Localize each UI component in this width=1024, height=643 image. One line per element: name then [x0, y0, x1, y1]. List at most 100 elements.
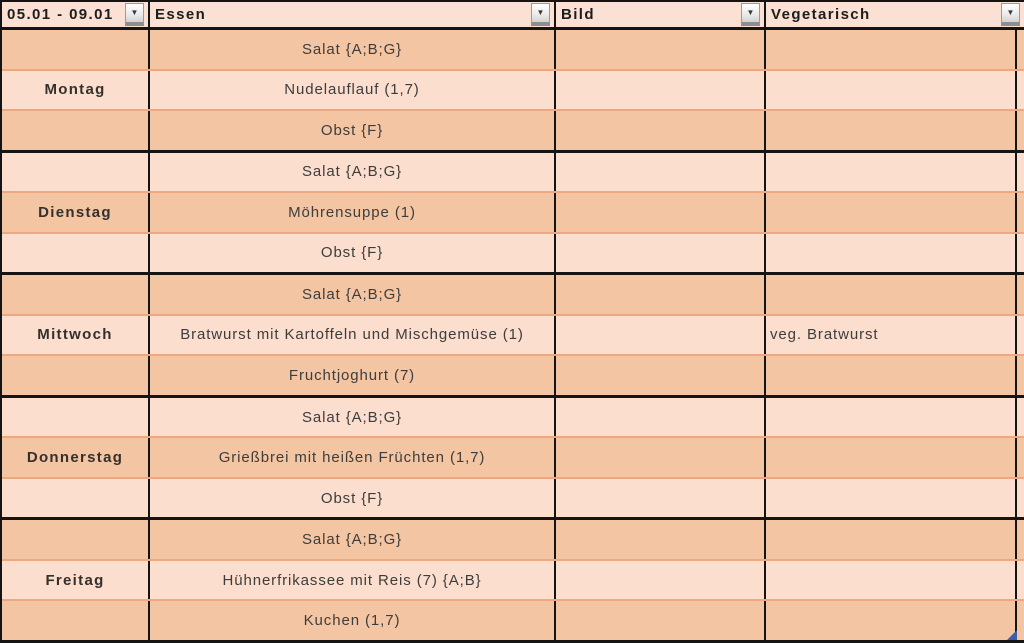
- week-range-label: 05.01 - 09.01: [7, 6, 114, 23]
- filter-icon: ▼: [130, 8, 139, 17]
- vegetarisch-cell[interactable]: [766, 601, 1017, 640]
- bild-cell[interactable]: [556, 315, 766, 355]
- database-range-handle[interactable]: [1007, 630, 1017, 640]
- day-cell[interactable]: [2, 356, 150, 395]
- filter-dropdown-essen[interactable]: ▼: [531, 3, 550, 26]
- filter-dropdown-vegetarisch[interactable]: ▼: [1001, 3, 1020, 26]
- bild-column-label: Bild: [561, 6, 595, 23]
- bild-cell[interactable]: [556, 397, 766, 437]
- meal-label: Grießbrei mit heißen Früchten (1,7): [218, 449, 486, 467]
- vegetarisch-cell[interactable]: [766, 438, 1017, 477]
- day-cell[interactable]: [2, 397, 150, 437]
- grid-filler: [1017, 70, 1024, 110]
- bild-cell[interactable]: [556, 111, 766, 150]
- grid-filler: [1017, 438, 1024, 477]
- table-row: Obst {F}: [2, 231, 1024, 273]
- bild-cell[interactable]: [556, 193, 766, 232]
- meal-cell[interactable]: Salat {A;B;G}: [150, 397, 556, 437]
- header-cell-essen[interactable]: Essen ▼: [150, 2, 556, 27]
- bild-cell[interactable]: [556, 601, 766, 640]
- bild-cell[interactable]: [556, 70, 766, 110]
- bild-cell[interactable]: [556, 438, 766, 477]
- table-row: Fruchtjoghurt (7): [2, 354, 1024, 395]
- day-cell[interactable]: [2, 30, 150, 69]
- header-cell-vegetarisch[interactable]: Vegetarisch ▼: [766, 2, 1024, 27]
- vegetarisch-cell[interactable]: [766, 152, 1017, 192]
- meal-cell[interactable]: Möhrensuppe (1): [150, 193, 556, 232]
- day-cell[interactable]: Dienstag: [2, 193, 150, 232]
- bild-cell[interactable]: [556, 520, 766, 559]
- header-cell-week[interactable]: 05.01 - 09.01 ▼: [2, 2, 150, 27]
- vegetarisch-cell[interactable]: [766, 520, 1017, 559]
- grid-filler: [1017, 397, 1024, 437]
- bild-cell[interactable]: [556, 356, 766, 395]
- day-label: Mittwoch: [37, 326, 113, 344]
- day-cell[interactable]: Freitag: [2, 560, 150, 600]
- grid-filler: [1017, 601, 1024, 640]
- bild-cell[interactable]: [556, 152, 766, 192]
- grid-filler: [1017, 111, 1024, 150]
- bild-cell[interactable]: [556, 233, 766, 273]
- vegetarisch-cell[interactable]: [766, 233, 1017, 273]
- meal-cell[interactable]: Obst {F}: [150, 111, 556, 150]
- bild-cell[interactable]: [556, 275, 766, 314]
- meal-cell[interactable]: Salat {A;B;G}: [150, 30, 556, 69]
- table-row: Salat {A;B;G}: [2, 152, 1024, 192]
- vegetarisch-cell[interactable]: [766, 111, 1017, 150]
- grid-filler: [1017, 152, 1024, 192]
- vegetarisch-cell[interactable]: [766, 30, 1017, 69]
- day-cell[interactable]: [2, 275, 150, 314]
- meal-cell[interactable]: Bratwurst mit Kartoffeln und Mischgemüse…: [150, 315, 556, 355]
- vegetarisch-label: veg. Bratwurst: [770, 326, 879, 344]
- meal-label: Salat {A;B;G}: [301, 285, 403, 303]
- bild-cell[interactable]: [556, 30, 766, 69]
- meal-cell[interactable]: Salat {A;B;G}: [150, 152, 556, 192]
- vegetarisch-cell[interactable]: [766, 193, 1017, 232]
- meal-cell[interactable]: Nudelauflauf (1,7): [150, 70, 556, 110]
- vegetarisch-cell[interactable]: [766, 397, 1017, 437]
- meal-cell[interactable]: Grießbrei mit heißen Früchten (1,7): [150, 438, 556, 477]
- bild-cell[interactable]: [556, 560, 766, 600]
- meal-cell[interactable]: Obst {F}: [150, 233, 556, 273]
- meal-cell[interactable]: Fruchtjoghurt (7): [150, 356, 556, 395]
- day-cell[interactable]: Donnerstag: [2, 438, 150, 477]
- table-row: Donnerstag Grießbrei mit heißen Früchten…: [2, 436, 1024, 477]
- table-row: Obst {F}: [2, 109, 1024, 150]
- meal-cell[interactable]: Hühnerfrikassee mit Reis (7) {A;B}: [150, 560, 556, 600]
- day-cell[interactable]: [2, 152, 150, 192]
- grid-filler: [1017, 30, 1024, 69]
- day-cell[interactable]: [2, 478, 150, 518]
- vegetarisch-cell[interactable]: [766, 478, 1017, 518]
- vegetarisch-cell[interactable]: [766, 275, 1017, 314]
- meal-cell[interactable]: Salat {A;B;G}: [150, 520, 556, 559]
- meal-label: Salat {A;B;G}: [301, 40, 403, 58]
- day-label: Freitag: [45, 571, 105, 589]
- day-cell[interactable]: [2, 111, 150, 150]
- meal-label: Obst {F}: [320, 489, 384, 507]
- day-label: Montag: [44, 81, 106, 99]
- table-row: Freitag Hühnerfrikassee mit Reis (7) {A;…: [2, 558, 1024, 600]
- bild-cell[interactable]: [556, 478, 766, 518]
- vegetarisch-cell[interactable]: [766, 560, 1017, 600]
- day-cell[interactable]: [2, 601, 150, 640]
- vegetarisch-cell[interactable]: [766, 70, 1017, 110]
- table-body: Salat {A;B;G} Montag Nudelauflauf (1,7) …: [2, 30, 1024, 640]
- day-cell[interactable]: Montag: [2, 70, 150, 110]
- filter-icon: ▼: [1006, 8, 1015, 17]
- meal-cell[interactable]: Kuchen (1,7): [150, 601, 556, 640]
- meal-cell[interactable]: Salat {A;B;G}: [150, 275, 556, 314]
- filter-dropdown-week[interactable]: ▼: [125, 3, 144, 26]
- day-cell[interactable]: [2, 520, 150, 559]
- day-cell[interactable]: [2, 233, 150, 273]
- filter-icon: ▼: [746, 8, 755, 17]
- table-row: Salat {A;B;G}: [2, 397, 1024, 437]
- vegetarisch-column-label: Vegetarisch: [771, 6, 871, 23]
- day-cell[interactable]: Mittwoch: [2, 315, 150, 355]
- header-cell-bild[interactable]: Bild ▼: [556, 2, 766, 27]
- vegetarisch-cell[interactable]: veg. Bratwurst: [766, 315, 1017, 355]
- filter-dropdown-bild[interactable]: ▼: [741, 3, 760, 26]
- meal-cell[interactable]: Obst {F}: [150, 478, 556, 518]
- table-row: Salat {A;B;G}: [2, 520, 1024, 559]
- meal-label: Obst {F}: [320, 244, 384, 262]
- vegetarisch-cell[interactable]: [766, 356, 1017, 395]
